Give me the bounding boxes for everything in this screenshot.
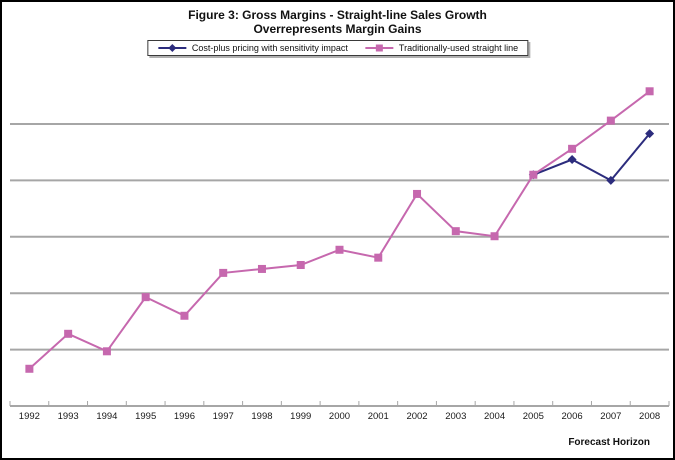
data-point-square <box>141 293 150 302</box>
data-point-square <box>645 87 654 96</box>
data-point-square <box>64 329 73 338</box>
x-axis-label: 2003 <box>445 411 466 422</box>
data-point-square <box>257 264 266 273</box>
chart-title-line1: Figure 3: Gross Margins - Straight-line … <box>188 8 487 22</box>
x-axis-label: 2007 <box>600 411 621 422</box>
legend-label-cost-plus: Cost-plus pricing with sensitivity impac… <box>191 43 348 53</box>
legend-item-cost-plus: Cost-plus pricing with sensitivity impac… <box>157 43 348 53</box>
legend-item-straight-line: Traditionally-used straight line <box>364 43 518 53</box>
chart-title: Figure 3: Gross Margins - Straight-line … <box>2 8 673 36</box>
x-axis-label: 1999 <box>290 411 311 422</box>
x-axis-label: 1997 <box>213 411 234 422</box>
legend: Cost-plus pricing with sensitivity impac… <box>146 40 529 56</box>
data-point-diamond <box>606 175 616 185</box>
data-point-square <box>374 253 383 262</box>
data-point-diamond <box>567 155 577 165</box>
data-point-square <box>606 116 615 125</box>
data-point-square <box>25 364 34 373</box>
data-point-square <box>568 144 577 153</box>
x-axis-label: 2000 <box>329 411 350 422</box>
data-point-square <box>219 268 228 277</box>
x-axis-label: 1993 <box>58 411 79 422</box>
x-axis-label: 2008 <box>639 411 660 422</box>
line-diamond-marker-icon <box>157 44 186 52</box>
x-axis-label: 1995 <box>135 411 156 422</box>
x-axis-label: 2006 <box>562 411 583 422</box>
x-axis-label: 2001 <box>368 411 389 422</box>
data-point-square <box>335 245 344 254</box>
data-point-diamond <box>645 129 655 139</box>
data-point-square <box>296 261 305 269</box>
line-square-marker-icon <box>364 44 393 52</box>
data-point-square <box>102 347 111 356</box>
chart-title-line2: Overrepresents Margin Gains <box>253 21 422 36</box>
x-axis-label: 1992 <box>19 411 40 422</box>
data-point-square <box>451 227 460 236</box>
series-line-0 <box>532 132 651 182</box>
x-axis-label: 1996 <box>174 411 195 422</box>
x-axis-label: 1994 <box>96 411 117 422</box>
series-line-1 <box>28 90 651 370</box>
x-axis-label: 2002 <box>406 411 427 422</box>
data-point-square <box>180 311 189 320</box>
data-point-square <box>490 232 499 241</box>
data-point-square <box>413 189 422 198</box>
legend-label-straight-line: Traditionally-used straight line <box>398 43 519 53</box>
x-axis-label: 2004 <box>484 411 505 422</box>
x-axis-title: Forecast Horizon <box>568 437 650 448</box>
data-point-square <box>529 170 538 179</box>
x-axis-label: 2005 <box>523 411 544 422</box>
x-axis-label: 1998 <box>251 411 272 422</box>
